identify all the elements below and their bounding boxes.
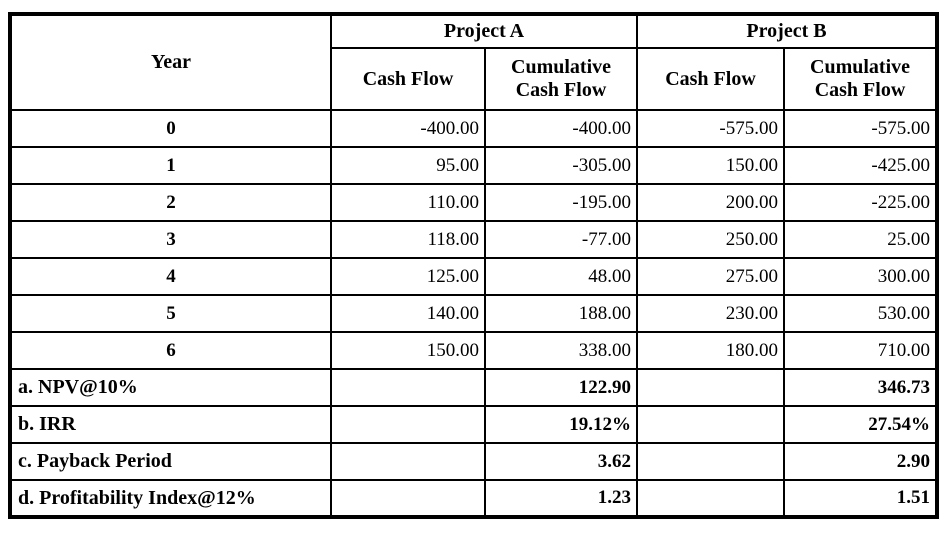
group-header-row: Year Project A Project B xyxy=(9,13,938,111)
table-row-year-4: 4 125.00 48.00 275.00 300.00 xyxy=(9,257,938,296)
project-b-cumulative-header-cell: Cumulative Cash Flow xyxy=(783,47,938,111)
b-cashflow-cell: 150.00 xyxy=(636,146,785,185)
year-cell: 4 xyxy=(9,257,332,296)
project-a-header-cell: Project A xyxy=(330,13,638,49)
table-row-year-1: 1 95.00 -305.00 150.00 -425.00 xyxy=(9,146,938,185)
summary-label-cell: d. Profitability Index@12% xyxy=(9,479,332,518)
table-row-year-3: 3 118.00 -77.00 250.00 25.00 xyxy=(9,220,938,259)
b-cumulative-cell: -225.00 xyxy=(783,183,938,222)
b-cumulative-cell: 25.00 xyxy=(783,220,938,259)
b-cumulative-cell: 710.00 xyxy=(783,331,938,370)
b-cashflow-cell: -575.00 xyxy=(636,109,785,148)
summary-b-value-cell: 346.73 xyxy=(783,368,938,407)
a-cashflow-cell: 125.00 xyxy=(330,257,486,296)
summary-label-cell: c. Payback Period xyxy=(9,442,332,481)
summary-b-value-cell: 1.51 xyxy=(783,479,938,518)
year-header-cell: Year xyxy=(9,13,332,111)
summary-b-empty-cell xyxy=(636,368,785,407)
a-cashflow-cell: 95.00 xyxy=(330,146,486,185)
table-row-year-6: 6 150.00 338.00 180.00 710.00 xyxy=(9,331,938,370)
year-cell: 5 xyxy=(9,294,332,333)
a-cumulative-cell: -305.00 xyxy=(484,146,638,185)
table-row-year-0: 0 -400.00 -400.00 -575.00 -575.00 xyxy=(9,109,938,148)
b-cumulative-cell: 300.00 xyxy=(783,257,938,296)
b-cumulative-cell: -425.00 xyxy=(783,146,938,185)
b-cashflow-cell: 200.00 xyxy=(636,183,785,222)
summary-b-value-cell: 2.90 xyxy=(783,442,938,481)
summary-row-payback: c. Payback Period 3.62 2.90 xyxy=(9,442,938,481)
b-cashflow-cell: 250.00 xyxy=(636,220,785,259)
a-cumulative-cell: 338.00 xyxy=(484,331,638,370)
summary-b-empty-cell xyxy=(636,405,785,444)
b-cashflow-cell: 230.00 xyxy=(636,294,785,333)
a-cumulative-cell: 188.00 xyxy=(484,294,638,333)
b-cashflow-cell: 180.00 xyxy=(636,331,785,370)
summary-a-value-cell: 122.90 xyxy=(484,368,638,407)
project-a-cumulative-header-cell: Cumulative Cash Flow xyxy=(484,47,638,111)
year-cell: 6 xyxy=(9,331,332,370)
cash-flow-comparison-table: Year Project A Project B Cash Flow Cumul… xyxy=(8,12,939,519)
a-cumulative-cell: -400.00 xyxy=(484,109,638,148)
summary-b-value-cell: 27.54% xyxy=(783,405,938,444)
b-cashflow-cell: 275.00 xyxy=(636,257,785,296)
a-cumulative-cell: -195.00 xyxy=(484,183,638,222)
summary-a-value-cell: 19.12% xyxy=(484,405,638,444)
a-cumulative-cell: 48.00 xyxy=(484,257,638,296)
sub-header-row: Cash Flow Cumulative Cash Flow Cash Flow… xyxy=(10,47,938,111)
summary-a-empty-cell xyxy=(330,405,486,444)
summary-row-irr: b. IRR 19.12% 27.54% xyxy=(9,405,938,444)
summary-label-cell: a. NPV@10% xyxy=(9,368,332,407)
project-b-cash-flow-header-cell: Cash Flow xyxy=(636,47,785,111)
year-cell: 2 xyxy=(9,183,332,222)
a-cashflow-cell: 110.00 xyxy=(330,183,486,222)
summary-a-empty-cell xyxy=(330,442,486,481)
a-cashflow-cell: 118.00 xyxy=(330,220,486,259)
summary-b-empty-cell xyxy=(636,442,785,481)
a-cashflow-cell: 150.00 xyxy=(330,331,486,370)
summary-a-value-cell: 1.23 xyxy=(484,479,638,518)
year-cell: 3 xyxy=(9,220,332,259)
summary-a-empty-cell xyxy=(330,368,486,407)
summary-a-value-cell: 3.62 xyxy=(484,442,638,481)
b-cumulative-cell: -575.00 xyxy=(783,109,938,148)
b-cumulative-cell: 530.00 xyxy=(783,294,938,333)
table-row-year-5: 5 140.00 188.00 230.00 530.00 xyxy=(9,294,938,333)
project-b-header-cell: Project B xyxy=(636,13,938,49)
a-cashflow-cell: 140.00 xyxy=(330,294,486,333)
a-cashflow-cell: -400.00 xyxy=(330,109,486,148)
summary-row-npv: a. NPV@10% 122.90 346.73 xyxy=(9,368,938,407)
summary-b-empty-cell xyxy=(636,479,785,518)
summary-row-profitability-index: d. Profitability Index@12% 1.23 1.51 xyxy=(9,479,938,518)
summary-a-empty-cell xyxy=(330,479,486,518)
year-cell: 0 xyxy=(9,109,332,148)
a-cumulative-cell: -77.00 xyxy=(484,220,638,259)
summary-label-cell: b. IRR xyxy=(9,405,332,444)
year-cell: 1 xyxy=(9,146,332,185)
project-a-cash-flow-header-cell: Cash Flow xyxy=(330,47,486,111)
table-row-year-2: 2 110.00 -195.00 200.00 -225.00 xyxy=(9,183,938,222)
